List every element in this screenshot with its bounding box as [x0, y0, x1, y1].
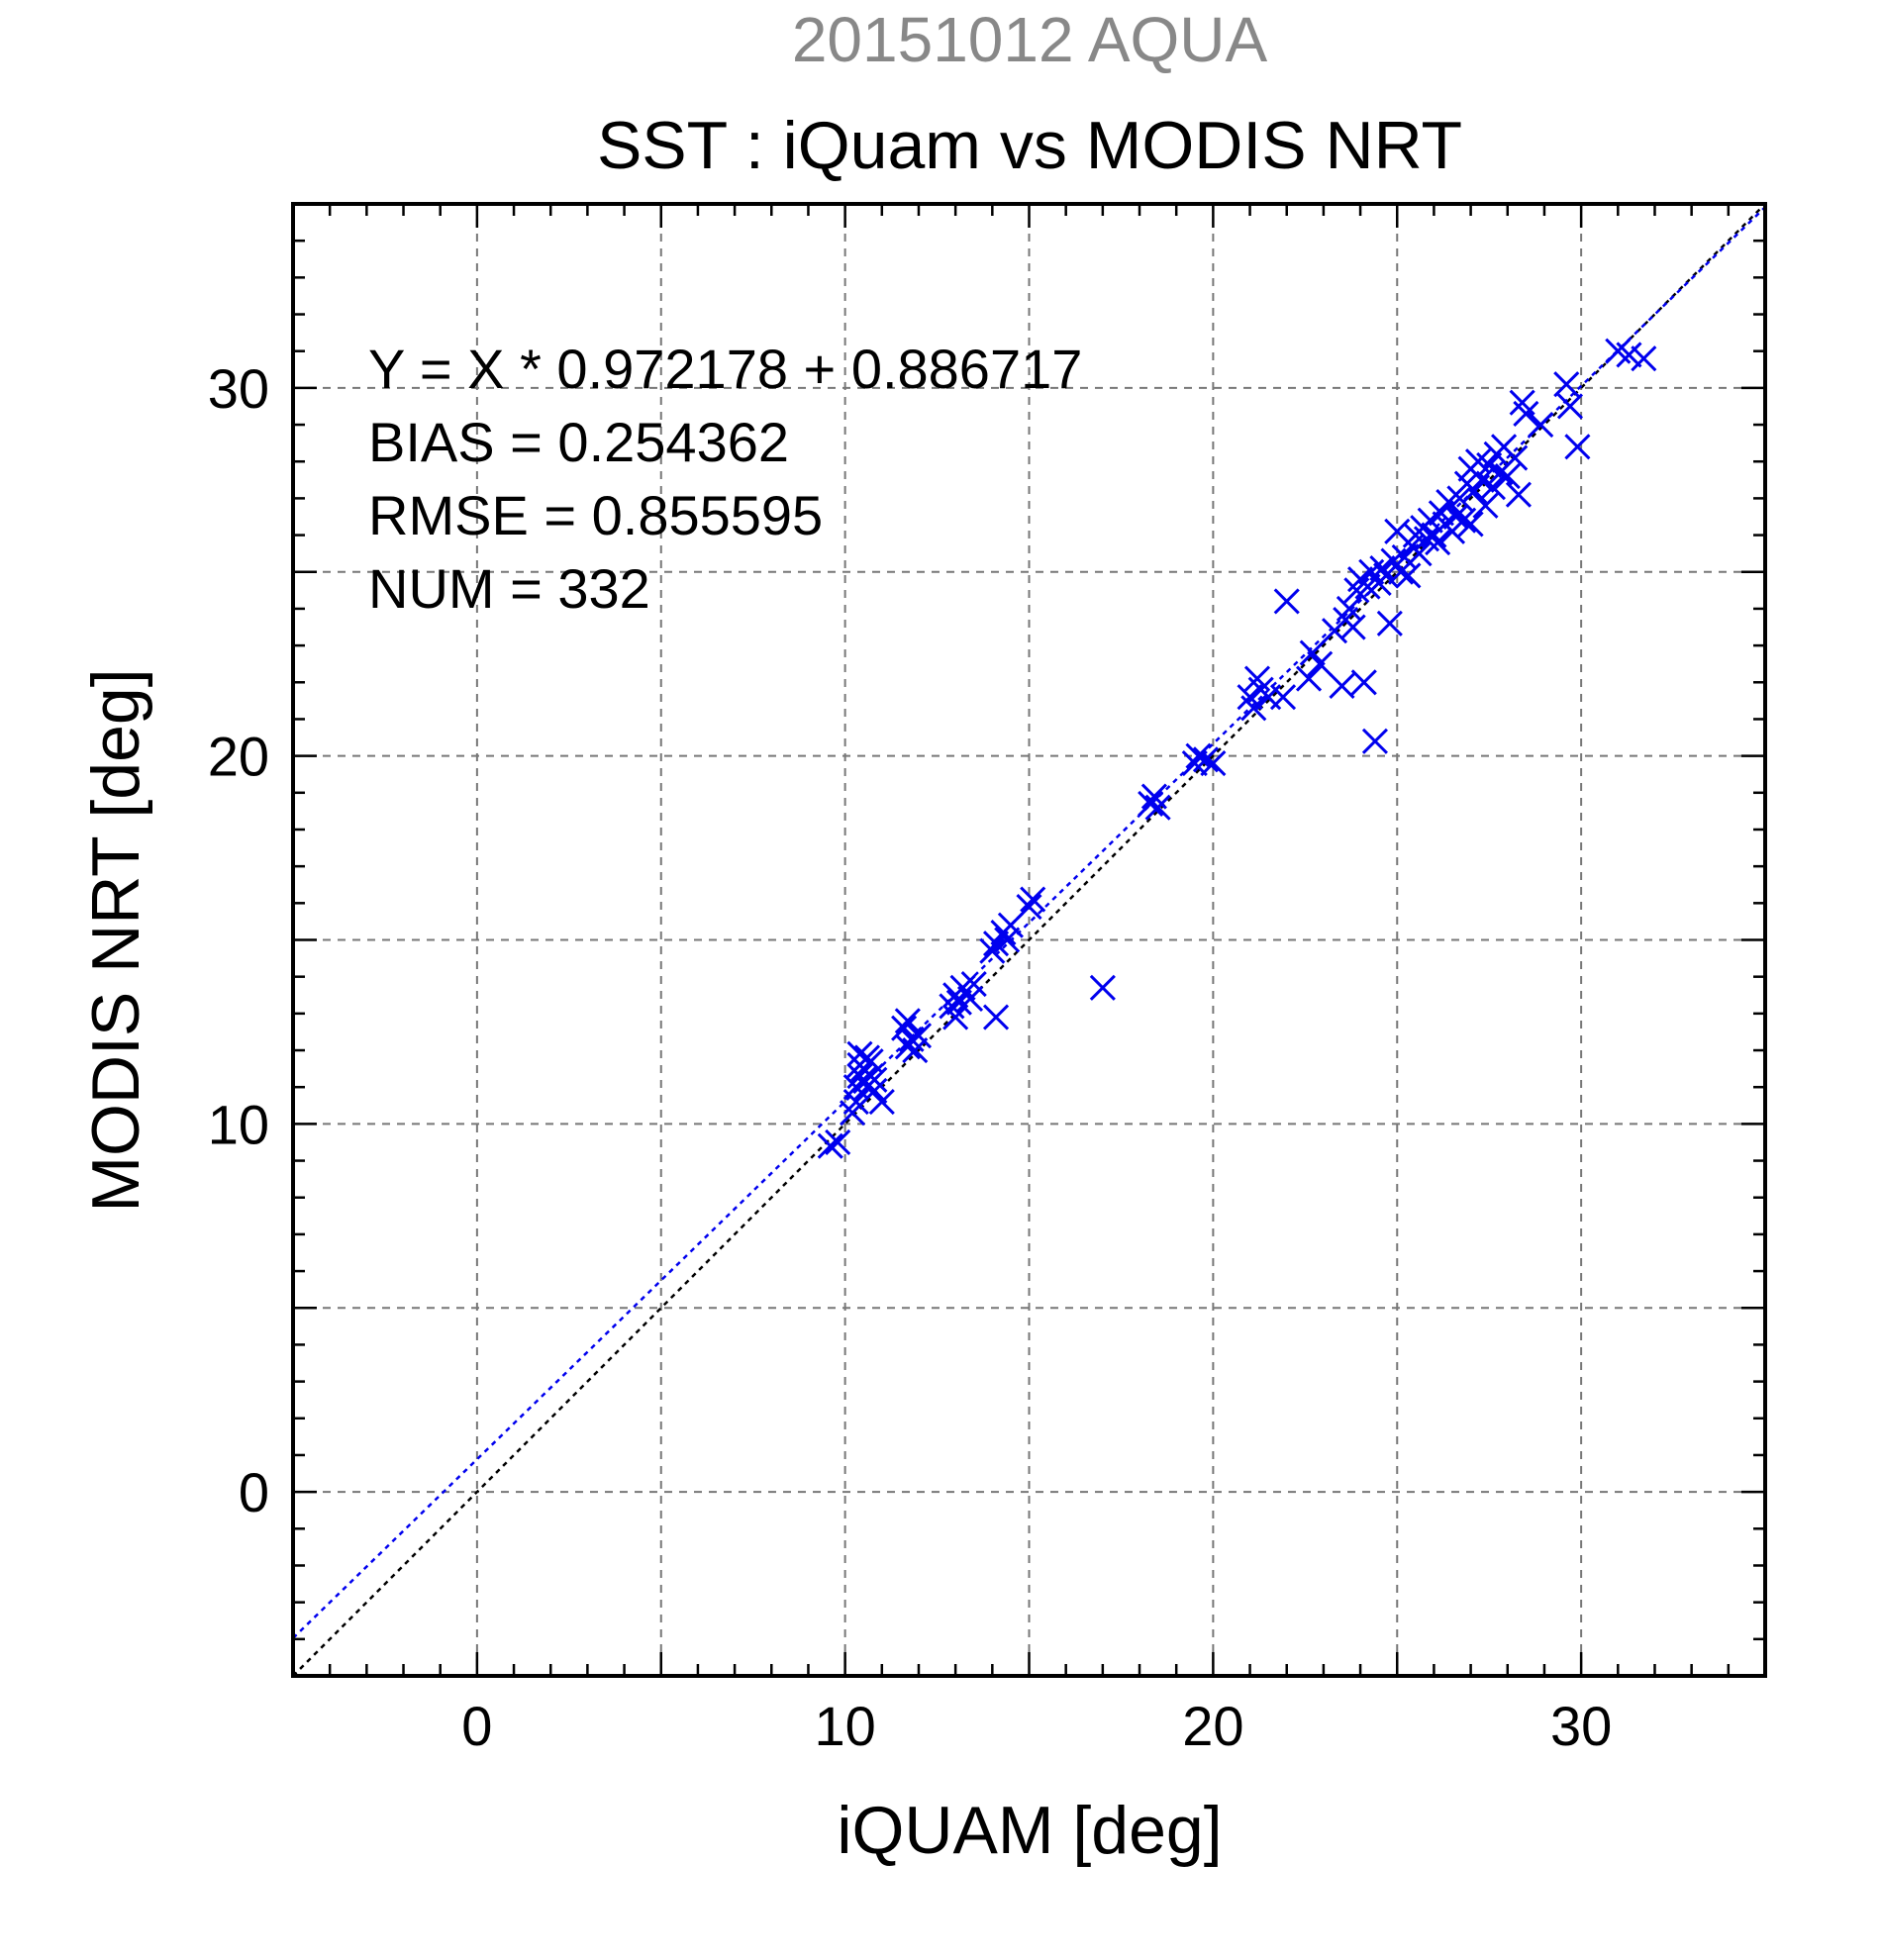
stats-line-fit: Y = X * 0.972178 + 0.886717 [368, 338, 1082, 400]
data-point [982, 1004, 1010, 1030]
data-point [1350, 669, 1377, 696]
x-tick-label: 20 [1182, 1695, 1243, 1757]
data-point [1494, 463, 1521, 490]
data-point [846, 1040, 873, 1067]
data-point [1269, 684, 1297, 711]
x-axis-label: iQUAM [deg] [837, 1793, 1222, 1868]
data-point [1564, 434, 1591, 460]
data-point [1631, 345, 1657, 372]
y-axis-label: MODIS NRT [deg] [78, 668, 153, 1212]
y-tick-label: 20 [208, 726, 269, 788]
reference-lines [293, 204, 1765, 1676]
data-point [1376, 610, 1403, 637]
data-point [861, 1066, 888, 1093]
y-tick-label: 30 [208, 357, 269, 420]
data-point [1406, 540, 1433, 567]
data-point [1339, 614, 1366, 640]
data-point [1513, 400, 1539, 427]
chart-title: SST : iQuam vs MODIS NRT [597, 108, 1462, 183]
chart-date-title: 20151012 AQUA [792, 4, 1268, 75]
data-point [1295, 665, 1323, 692]
data-point [1138, 790, 1164, 818]
x-tick-label: 10 [814, 1695, 875, 1757]
data-point [868, 1089, 895, 1116]
data-point [1240, 695, 1267, 722]
data-point [1329, 672, 1355, 700]
one-to-one-line [293, 204, 1765, 1676]
data-point [1185, 742, 1212, 769]
data-point [1472, 492, 1499, 519]
data-point [1395, 562, 1422, 589]
data-points [817, 338, 1657, 1159]
data-point [960, 971, 987, 998]
data-point [1089, 974, 1116, 1001]
data-point [1200, 749, 1227, 777]
data-point [1450, 507, 1477, 534]
data-point [1425, 529, 1451, 556]
data-point [1502, 444, 1529, 471]
plot-frame [291, 202, 1767, 1678]
data-point [1361, 728, 1389, 754]
y-tick-label: 10 [208, 1093, 269, 1155]
data-point [1457, 511, 1484, 538]
x-tick-label: 0 [461, 1695, 492, 1757]
data-point [817, 1132, 843, 1159]
data-point [1476, 451, 1503, 479]
data-point [1299, 639, 1326, 666]
stats-line-rmse: RMSE = 0.855595 [368, 484, 823, 546]
data-point [1016, 893, 1042, 921]
data-point [1144, 794, 1171, 821]
data-point [861, 1077, 888, 1104]
data-point [902, 1036, 929, 1064]
data-point [979, 937, 1006, 964]
stats-box: Y = X * 0.972178 + 0.886717 BIAS = 0.254… [368, 338, 1082, 620]
data-point [1479, 474, 1506, 501]
y-tick-label: 0 [239, 1461, 269, 1523]
data-point [1505, 481, 1532, 508]
data-point [1307, 650, 1334, 677]
data-point [942, 1004, 969, 1030]
data-point [1020, 886, 1046, 913]
stats-line-num: NUM = 332 [368, 557, 650, 620]
data-point [1468, 466, 1495, 493]
data-point [994, 927, 1021, 953]
data-point [956, 985, 984, 1013]
x-tick-label: 30 [1550, 1695, 1612, 1757]
data-point [825, 1128, 851, 1156]
data-point [1553, 371, 1580, 398]
tick-labels: 0 10 20 30 0 10 20 30 [208, 357, 1613, 1757]
data-point [1192, 746, 1220, 773]
data-point [1556, 393, 1584, 420]
data-point [1446, 485, 1473, 512]
data-point [1528, 411, 1554, 439]
data-point [1616, 342, 1642, 368]
stats-line-bias: BIAS = 0.254362 [368, 411, 789, 473]
data-point [1273, 588, 1300, 615]
data-point [905, 1023, 933, 1049]
